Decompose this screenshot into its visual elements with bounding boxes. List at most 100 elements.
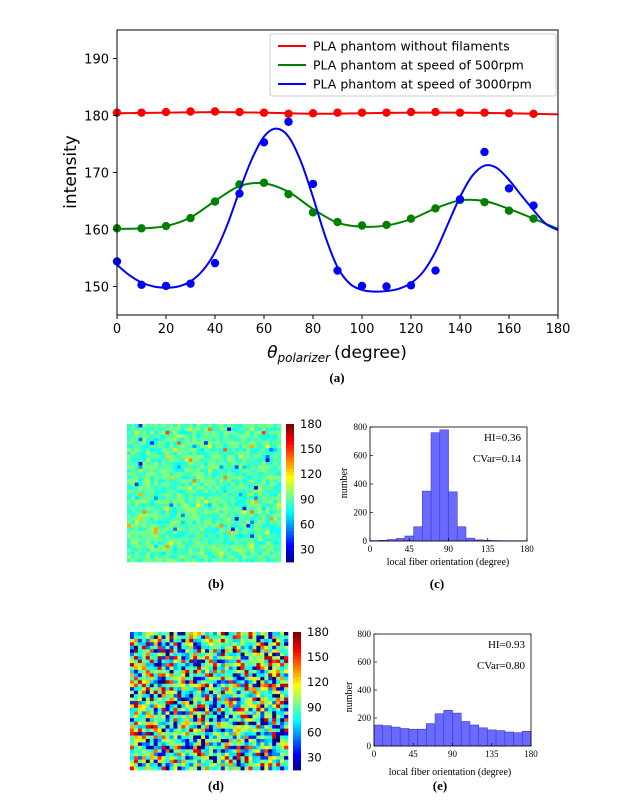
heatmap-cell — [185, 711, 190, 716]
heatmap-cell — [169, 701, 174, 705]
heatmap-cell — [236, 656, 241, 660]
heatmap-cell — [207, 465, 212, 470]
heatmap-cell — [192, 530, 197, 535]
heatmap-cell — [157, 534, 162, 539]
heatmap-cell — [146, 517, 151, 521]
heatmap-cell — [188, 541, 193, 546]
heatmap-cell — [256, 649, 261, 653]
heatmap-cell — [177, 638, 182, 643]
heatmap-cell — [273, 444, 278, 449]
heatmap-cell — [185, 735, 190, 740]
heatmap-cell — [142, 448, 147, 452]
heatmap-cell — [127, 530, 132, 535]
heatmap-cell — [246, 506, 251, 511]
heatmap-cell — [269, 537, 274, 542]
heatmap-cell — [212, 728, 218, 733]
colorbar-segment — [293, 635, 301, 640]
heatmap-cell — [177, 721, 182, 726]
heatmap-cell — [165, 455, 170, 459]
stat-label: HI=0.93 — [488, 639, 526, 651]
heatmap-cell — [236, 745, 241, 750]
heatmap-cell — [169, 728, 174, 733]
heatmap-cell — [200, 489, 205, 494]
heatmap-cell — [161, 704, 166, 709]
heatmap-cell — [205, 721, 210, 726]
heatmap-cell — [189, 707, 194, 712]
heatmap-cell — [153, 694, 158, 698]
colorbar-segment — [286, 534, 294, 539]
heatmap-cell — [254, 524, 259, 528]
heatmap-cell — [223, 506, 228, 511]
heatmap-cell — [133, 666, 139, 671]
heatmap-cell — [209, 732, 214, 736]
heatmap-cell — [149, 711, 154, 716]
heatmap-cell — [169, 725, 174, 729]
heatmap-cell — [196, 451, 201, 456]
heatmap-cell — [201, 663, 206, 667]
heatmap-cell — [215, 537, 220, 542]
heatmap-cell — [234, 479, 239, 483]
heatmap-cell — [127, 468, 132, 473]
heatmap-cell — [157, 721, 162, 726]
heatmap-cell — [130, 468, 135, 473]
heatmap-cell — [230, 524, 236, 528]
heatmap-cell — [264, 632, 269, 636]
heatmap-cell — [180, 430, 186, 435]
y-tick-label: 160 — [84, 224, 109, 239]
heatmap-cell — [248, 749, 253, 754]
heatmap-cell — [264, 663, 269, 667]
heatmap-cell — [242, 510, 247, 514]
heatmap-cell — [177, 728, 182, 733]
heatmap-cell — [244, 766, 249, 771]
heatmap-cell — [220, 663, 226, 667]
heatmap-cell — [227, 530, 232, 535]
colorbar-segment — [286, 506, 294, 511]
heatmap-cell — [181, 742, 186, 747]
heatmap-cell — [200, 465, 205, 470]
heatmap-cell — [219, 472, 224, 477]
heatmap-cell — [244, 666, 249, 671]
heatmap-cell — [127, 427, 132, 432]
heatmap-cell — [146, 513, 151, 518]
heatmap-cell — [173, 524, 178, 528]
heatmap-cell — [153, 763, 158, 767]
heatmap-cell — [142, 517, 147, 521]
heatmap-cell — [138, 499, 143, 504]
heatmap-cell — [197, 680, 202, 685]
heatmap-cell — [200, 499, 205, 504]
heatmap-cell — [242, 430, 247, 435]
heatmap-cell — [184, 475, 189, 480]
heatmap-cell — [173, 632, 178, 636]
heatmap-cell — [157, 486, 162, 490]
heatmap-cell — [196, 479, 201, 483]
heatmap-cell — [137, 666, 143, 671]
heatmap-cell — [141, 752, 147, 757]
heatmap-cell — [223, 437, 228, 442]
heatmap-cell — [169, 732, 174, 736]
heatmap-cell — [280, 638, 285, 643]
heatmap-cell — [254, 544, 259, 549]
heatmap-cell — [142, 430, 147, 435]
heatmap-cell — [276, 766, 281, 771]
heatmap-cell — [250, 510, 255, 514]
heatmap-cell — [157, 745, 162, 750]
heatmap-cell — [244, 718, 249, 722]
heatmap-cell — [246, 499, 251, 504]
heatmap-cell — [256, 766, 261, 771]
heatmap-cell — [185, 728, 190, 733]
heatmap-cell — [227, 444, 232, 449]
heatmap-cell — [193, 756, 198, 760]
heatmap-cell — [130, 652, 135, 657]
heatmap-cell — [157, 642, 162, 647]
heatmap-cell — [153, 749, 158, 754]
heatmap-cell — [173, 441, 178, 445]
heatmap-cell — [236, 732, 241, 736]
heatmap-cell — [230, 479, 236, 483]
heatmap-cell — [165, 493, 170, 497]
heatmap-cell — [153, 666, 158, 671]
heatmap-cell — [134, 455, 139, 459]
heatmap-cell — [197, 683, 202, 688]
heatmap-cell — [246, 489, 251, 494]
heatmap-cell — [254, 548, 259, 552]
